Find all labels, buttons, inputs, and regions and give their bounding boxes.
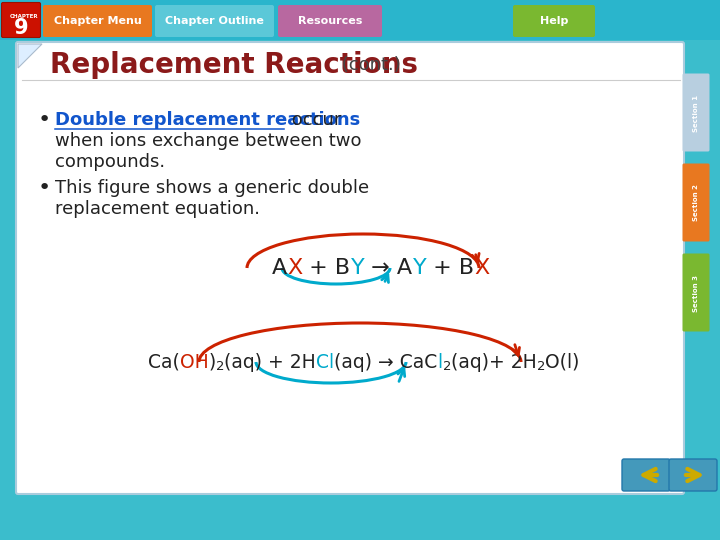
FancyBboxPatch shape [513,5,595,37]
Text: ): ) [209,353,216,372]
Text: X: X [474,258,490,278]
Text: (cont.): (cont.) [336,56,401,74]
Text: Cl: Cl [316,353,334,372]
FancyBboxPatch shape [622,459,670,491]
Text: → A: → A [364,258,413,278]
Text: Replacement Reactions: Replacement Reactions [50,51,418,79]
Text: 9: 9 [14,18,28,38]
FancyBboxPatch shape [1,3,40,37]
FancyBboxPatch shape [16,42,684,494]
FancyBboxPatch shape [155,5,274,37]
Text: (aq)+ 2H: (aq)+ 2H [451,353,537,372]
Text: •: • [38,178,51,198]
Text: CHAPTER: CHAPTER [10,15,39,19]
FancyBboxPatch shape [278,5,382,37]
Text: Section 2: Section 2 [693,185,699,221]
Text: 2: 2 [537,361,545,374]
Text: compounds.: compounds. [55,153,165,171]
Text: OH: OH [180,353,209,372]
Polygon shape [18,44,42,68]
FancyBboxPatch shape [683,164,709,241]
Text: •: • [38,110,51,130]
Text: Resources: Resources [298,16,362,26]
Text: 2: 2 [443,361,451,374]
Text: This figure shows a generic double: This figure shows a generic double [55,179,369,197]
Text: Double replacement reactions: Double replacement reactions [55,111,360,129]
Text: (aq) → CaC: (aq) → CaC [334,353,438,372]
Text: Chapter Menu: Chapter Menu [53,16,141,26]
Text: Section 3: Section 3 [693,274,699,312]
Text: Y: Y [413,258,426,278]
Text: Ca(: Ca( [148,353,180,372]
Text: + B: + B [302,258,351,278]
Text: A: A [272,258,287,278]
FancyBboxPatch shape [683,253,709,332]
FancyBboxPatch shape [683,73,709,152]
Text: + B: + B [426,258,474,278]
Text: Section 1: Section 1 [693,94,699,132]
Text: 2: 2 [216,361,225,374]
Text: when ions exchange between two: when ions exchange between two [55,132,361,150]
Text: Y: Y [351,258,364,278]
Bar [0,0,720,40]
Text: replacement equation.: replacement equation. [55,200,260,218]
Text: Help: Help [540,16,568,26]
Text: occur: occur [286,111,341,129]
FancyBboxPatch shape [669,459,717,491]
Text: Chapter Outline: Chapter Outline [165,16,264,26]
Text: l: l [438,353,443,372]
Text: X: X [287,258,302,278]
Text: O(l): O(l) [545,353,580,372]
Text: (aq) + 2H: (aq) + 2H [225,353,316,372]
FancyBboxPatch shape [43,5,152,37]
